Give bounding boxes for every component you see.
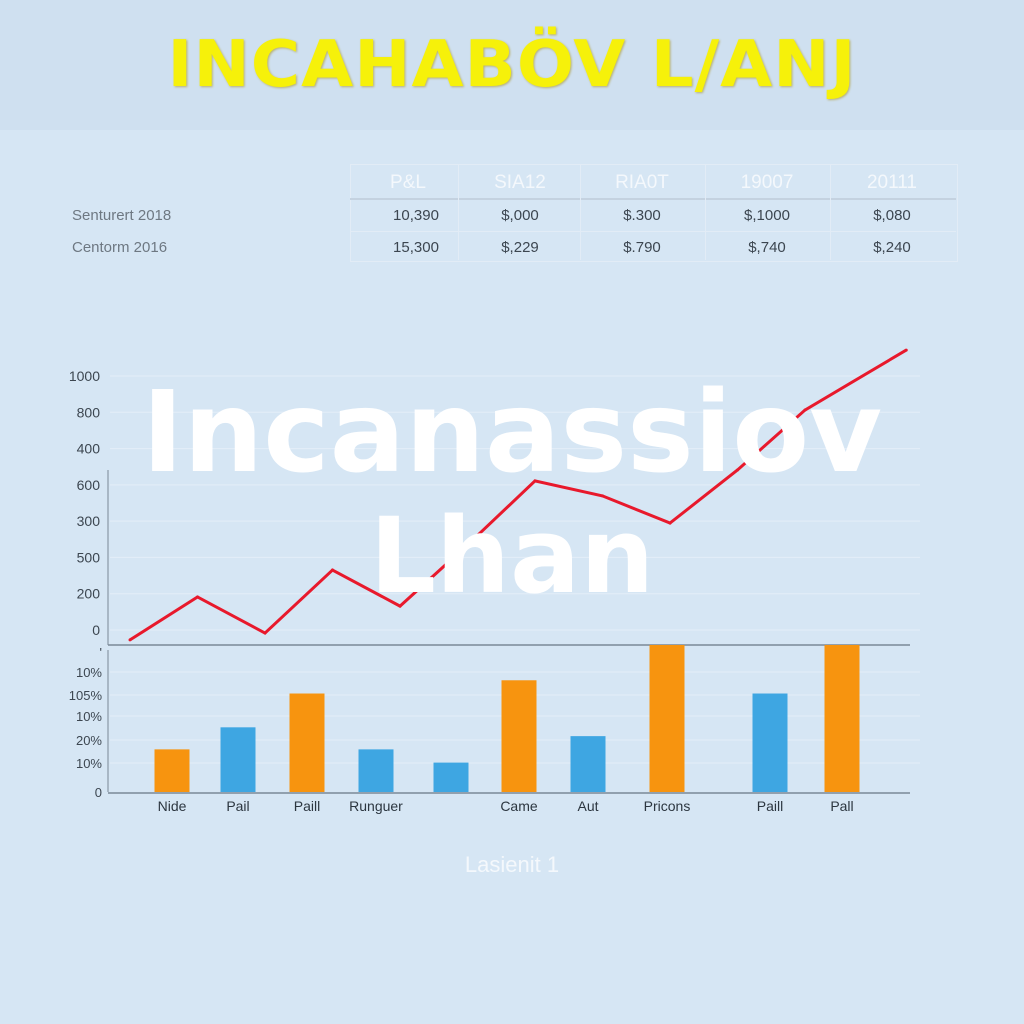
bar	[570, 736, 606, 792]
table-cell: $.300	[623, 207, 661, 224]
table-header: P&L	[390, 172, 426, 193]
table-cell: $,740	[748, 239, 786, 256]
header-band	[0, 0, 1024, 130]
table-cell: $,080	[873, 207, 911, 224]
bar-y-tick-label: 20%	[76, 733, 102, 748]
overlay-text-line2: Lhan	[369, 495, 655, 617]
table-header: SIA12	[494, 172, 546, 193]
table-cell: $,229	[501, 239, 539, 256]
line-point	[904, 348, 908, 352]
table-col-divider	[580, 164, 581, 260]
line-point	[533, 479, 537, 483]
table-cell: 15,300	[393, 239, 439, 256]
bar-y-tick-label: '	[100, 645, 102, 660]
line-point	[736, 468, 739, 472]
table-row-label: Senturert 2018	[72, 207, 172, 224]
table-cell: $,1000	[744, 207, 790, 224]
bar	[824, 645, 860, 792]
table-cell: $,240	[873, 239, 911, 256]
line-point	[601, 494, 604, 498]
line-y-tick-label: 300	[77, 513, 101, 529]
line-series	[129, 348, 908, 642]
line-point	[196, 595, 199, 599]
bar-y-tick-label: 105%	[69, 688, 103, 703]
line-point	[128, 638, 132, 642]
line-y-tick-label: 200	[77, 586, 101, 602]
bar	[220, 727, 256, 792]
line-point	[466, 543, 469, 547]
bar-y-tick-label: 0	[95, 785, 102, 800]
table-cell: 10,390	[393, 207, 439, 224]
line-y-tick-label: 500	[77, 549, 101, 565]
line-point	[398, 604, 402, 608]
bar-x-tick-label: Paill	[757, 798, 783, 814]
overlay-text-line1: Incanassiov	[141, 368, 883, 498]
line-point	[803, 408, 807, 412]
bar	[501, 680, 537, 792]
line-point	[331, 568, 334, 572]
table-header: 20111	[866, 172, 917, 193]
line-y-tick-label: 0	[92, 622, 100, 638]
bar	[433, 762, 469, 792]
bar	[358, 749, 394, 792]
table-row-divider	[350, 231, 956, 232]
bar-x-tick-label: Nide	[158, 798, 187, 814]
line-point	[668, 521, 672, 525]
bar	[289, 693, 325, 792]
footer-label: Lasienit 1	[464, 852, 560, 877]
bar-x-tick-label: Paill	[294, 798, 320, 814]
bar-x-tick-label: Pricons	[644, 798, 691, 814]
bar-x-tick-label: Pall	[830, 798, 853, 814]
bar	[752, 693, 788, 792]
bar-y-tick-label: 10%	[76, 756, 102, 771]
table-header: RIA0T	[615, 172, 669, 193]
bar-x-tick-label: Came	[500, 798, 538, 814]
line-y-tick-label: 600	[77, 477, 101, 493]
bar	[154, 749, 190, 792]
line-y-tick-label: 400	[77, 441, 101, 457]
table-col-divider	[458, 164, 459, 260]
table-col-divider	[830, 164, 831, 260]
table-header-divider	[350, 198, 956, 200]
bar-x-tick-label: Pail	[226, 798, 249, 814]
data-table	[350, 164, 958, 262]
bar-x-tick-label: Aut	[577, 798, 598, 814]
bar-y-tick-label: 10%	[76, 665, 102, 680]
line-y-tick-label: 1000	[69, 368, 100, 384]
bar	[649, 645, 685, 792]
table-header: 19007	[740, 172, 794, 193]
table-row-label: Centorm 2016	[72, 239, 168, 256]
bar-x-tick-label: Runguer	[349, 798, 403, 814]
table-cell: $.790	[623, 239, 661, 256]
line-y-tick-label: 800	[77, 404, 101, 420]
table-cell: $,000	[501, 207, 539, 224]
bar-y-tick-label: 10%	[76, 709, 102, 724]
line-point	[263, 631, 267, 635]
table-col-divider	[705, 164, 706, 260]
page-title: INCAHABÖV L/ANJ	[167, 28, 857, 102]
